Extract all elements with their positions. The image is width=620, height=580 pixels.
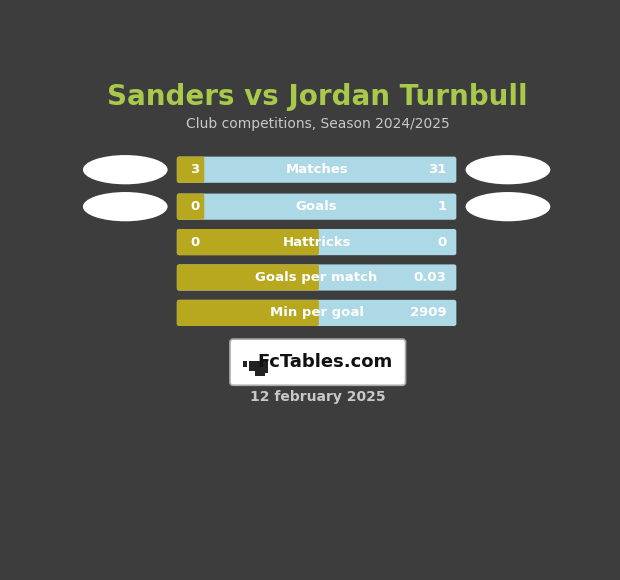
Text: FcTables.com: FcTables.com bbox=[258, 353, 393, 371]
Text: 12 february 2025: 12 february 2025 bbox=[250, 390, 386, 404]
FancyBboxPatch shape bbox=[177, 300, 456, 326]
FancyBboxPatch shape bbox=[249, 361, 255, 371]
FancyBboxPatch shape bbox=[262, 361, 268, 373]
Ellipse shape bbox=[466, 192, 551, 222]
FancyBboxPatch shape bbox=[177, 300, 319, 326]
FancyBboxPatch shape bbox=[177, 264, 456, 291]
Text: Sanders vs Jordan Turnbull: Sanders vs Jordan Turnbull bbox=[107, 82, 528, 111]
FancyBboxPatch shape bbox=[177, 229, 456, 255]
Text: Hattricks: Hattricks bbox=[282, 235, 351, 249]
Text: Club competitions, Season 2024/2025: Club competitions, Season 2024/2025 bbox=[186, 117, 450, 130]
Ellipse shape bbox=[83, 192, 167, 222]
FancyBboxPatch shape bbox=[177, 157, 456, 183]
Text: 0.03: 0.03 bbox=[414, 271, 446, 284]
FancyBboxPatch shape bbox=[177, 194, 456, 220]
Text: Matches: Matches bbox=[285, 163, 348, 176]
Text: 1: 1 bbox=[437, 200, 446, 213]
FancyBboxPatch shape bbox=[177, 229, 319, 255]
FancyBboxPatch shape bbox=[177, 194, 204, 220]
Ellipse shape bbox=[83, 155, 167, 184]
Ellipse shape bbox=[466, 155, 551, 184]
Text: Min per goal: Min per goal bbox=[270, 306, 363, 320]
Text: 31: 31 bbox=[428, 163, 446, 176]
Text: 0: 0 bbox=[190, 235, 199, 249]
Text: 2909: 2909 bbox=[410, 306, 446, 320]
Text: Goals per match: Goals per match bbox=[255, 271, 378, 284]
FancyBboxPatch shape bbox=[177, 264, 319, 291]
FancyBboxPatch shape bbox=[255, 361, 265, 376]
Text: Goals: Goals bbox=[296, 200, 337, 213]
FancyBboxPatch shape bbox=[177, 157, 204, 183]
Text: 0: 0 bbox=[437, 235, 446, 249]
FancyBboxPatch shape bbox=[243, 361, 247, 367]
Text: 3: 3 bbox=[190, 163, 199, 176]
FancyBboxPatch shape bbox=[230, 339, 405, 385]
Text: 0: 0 bbox=[190, 200, 199, 213]
